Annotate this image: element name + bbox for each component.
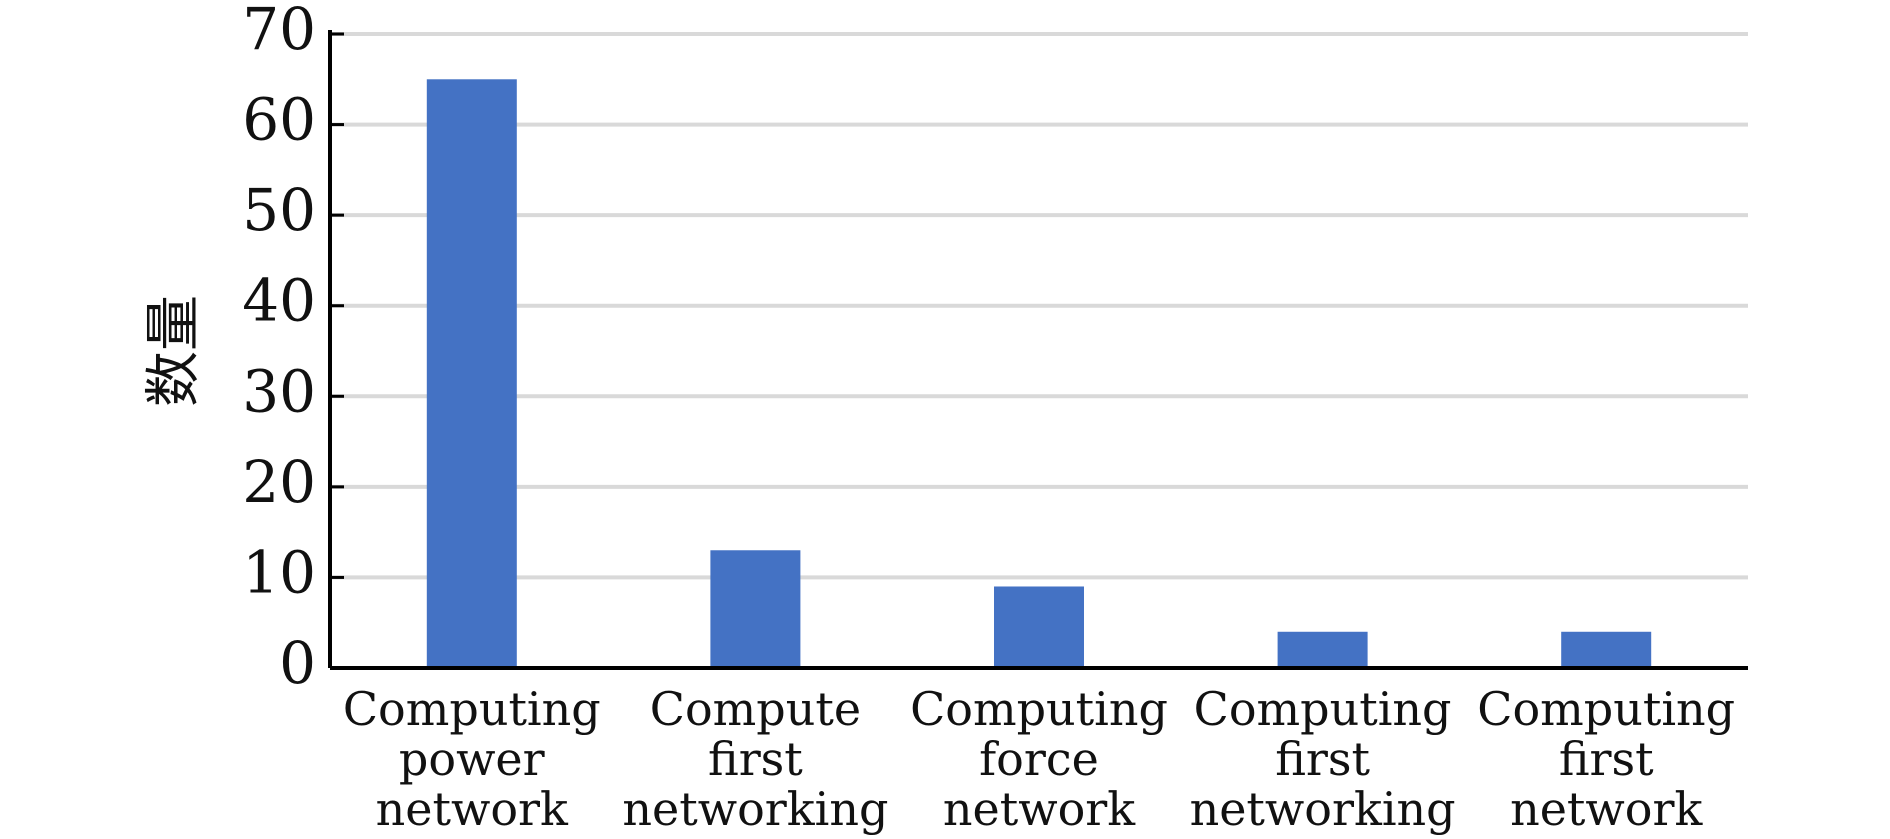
y-tick-label: 40 xyxy=(242,267,316,335)
x-category-label: Computing first networking xyxy=(1190,682,1456,836)
x-category-label: Computing first network xyxy=(1477,682,1735,836)
y-tick-label: 0 xyxy=(279,629,316,697)
x-category-label-line: Computing xyxy=(1194,682,1452,736)
x-category-label-line: Computing xyxy=(910,682,1168,736)
x-category-label: Compute first networking xyxy=(622,682,888,836)
bar-3 xyxy=(994,586,1084,668)
x-category-label-line: network xyxy=(376,782,569,836)
y-tick-label: 20 xyxy=(242,448,316,516)
y-tick-label: 10 xyxy=(242,538,316,606)
gridlines xyxy=(330,32,1748,580)
x-category-label-line: Computing xyxy=(1477,682,1735,736)
y-axis-title: 数量 xyxy=(142,295,207,407)
x-category-label-line: network xyxy=(1510,782,1703,836)
x-category-label-line: first xyxy=(1559,732,1654,786)
axes xyxy=(328,30,1748,670)
y-tick-label: 30 xyxy=(242,357,316,425)
bars xyxy=(426,79,1652,669)
x-category-label-line: network xyxy=(943,782,1136,836)
y-tick-label: 50 xyxy=(242,176,316,244)
x-category-label-line: Compute xyxy=(650,682,861,736)
x-category-label-line: power xyxy=(399,732,545,786)
x-category-label-line: networking xyxy=(1190,782,1456,836)
y-tick-label: 70 xyxy=(242,0,316,63)
x-category-label-line: first xyxy=(708,732,803,786)
x-category-label-line: Computing xyxy=(343,682,601,736)
x-category-label-line: force xyxy=(979,732,1099,786)
y-tick-labels: 0 10 20 30 40 50 60 70 xyxy=(242,0,316,697)
bar-5 xyxy=(1561,631,1652,668)
y-tick-label: 60 xyxy=(242,86,316,154)
x-category-label: Computing power network xyxy=(343,682,601,836)
bar-1 xyxy=(426,79,517,669)
x-category-label-line: networking xyxy=(622,782,888,836)
bar-2 xyxy=(710,550,801,668)
x-category-label: Computing force network xyxy=(910,682,1168,836)
x-category-label-line: first xyxy=(1275,732,1370,786)
bar-4 xyxy=(1277,631,1368,668)
